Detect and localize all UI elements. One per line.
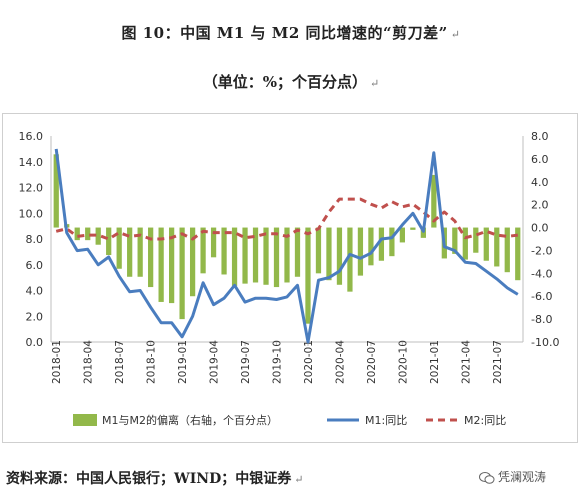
bar-deviation bbox=[273, 227, 280, 288]
y-left-tick-label: 16.0 bbox=[19, 130, 44, 143]
bar-deviation bbox=[116, 227, 122, 269]
bar-deviation bbox=[148, 227, 154, 288]
bar-deviation bbox=[85, 227, 91, 241]
y-right-tick-label: -2.0 bbox=[531, 244, 552, 257]
bar-deviation bbox=[127, 227, 133, 277]
bar-deviation bbox=[515, 227, 521, 281]
bar-deviation bbox=[462, 227, 468, 260]
y-right-tick-label: -4.0 bbox=[531, 267, 552, 280]
bar-deviation bbox=[431, 174, 437, 228]
x-tick-label: 2019-01 bbox=[177, 340, 189, 384]
x-tick-label: 2018-04 bbox=[83, 340, 95, 384]
bar-deviation bbox=[326, 227, 332, 281]
bar-deviation bbox=[200, 227, 206, 274]
y-right-tick-label: -8.0 bbox=[531, 313, 552, 326]
bar-deviation bbox=[106, 227, 112, 256]
y-right-tick-label: 2.0 bbox=[531, 199, 549, 212]
legend-label-bar: M1与M2的偏离（右轴，个百分点） bbox=[102, 413, 278, 427]
bar-deviation bbox=[210, 227, 217, 258]
x-tick-label: 2020-01 bbox=[303, 340, 315, 384]
bar-deviation bbox=[504, 227, 510, 273]
x-tick-label: 2021-07 bbox=[492, 340, 504, 384]
y-left-tick-label: 4.0 bbox=[26, 285, 44, 298]
bar-deviation bbox=[494, 227, 500, 267]
bar-deviation bbox=[179, 227, 185, 320]
return-mark: ↵ bbox=[450, 28, 461, 41]
bar-deviation bbox=[315, 227, 322, 274]
bar-deviation bbox=[378, 227, 385, 261]
bar-deviation bbox=[452, 227, 458, 254]
chart: 0.0 2.0 4.0 6.0 8.0 10.0 12.0 14.0 16.0 -10.0 -8.0… bbox=[19, 130, 560, 427]
wechat-icon bbox=[479, 471, 495, 484]
watermark-text: 凭澜观涛 bbox=[498, 470, 547, 484]
return-mark: ↵ bbox=[294, 473, 304, 486]
bar-deviation bbox=[294, 227, 301, 277]
bar-deviation bbox=[263, 227, 269, 285]
x-tick-label: 2018-07 bbox=[114, 340, 126, 384]
legend-label-m2: M2:同比 bbox=[464, 414, 506, 427]
bar-deviation bbox=[231, 227, 238, 286]
y-left-tick-label: 2.0 bbox=[26, 310, 44, 323]
bar-deviation bbox=[336, 227, 343, 285]
line-m2 bbox=[55, 197, 518, 241]
legend-label-m1: M1:同比 bbox=[365, 414, 407, 427]
x-tick-label: 2020-04 bbox=[334, 340, 346, 384]
bar-deviation bbox=[252, 227, 259, 283]
y-right-tick-label: -6.0 bbox=[531, 290, 552, 303]
y-right-tick-label: 0.0 bbox=[531, 222, 549, 235]
bar-deviation bbox=[347, 227, 353, 292]
bar-deviation bbox=[410, 227, 416, 230]
x-tick-label: 2019-04 bbox=[209, 340, 221, 384]
x-tick-label: 2020-07 bbox=[366, 340, 378, 384]
source-note: 资料来源：中国人民银行；WIND；中银证券 ↵ bbox=[6, 471, 304, 487]
y-left-tick-label: 12.0 bbox=[19, 182, 44, 195]
bar-deviation bbox=[368, 227, 374, 266]
bar-deviation bbox=[74, 227, 80, 241]
y-right-tick-label: -10.0 bbox=[531, 336, 559, 349]
x-tick-label: 2019-10 bbox=[272, 340, 284, 384]
line-m1 bbox=[54, 148, 519, 344]
bar-deviation bbox=[399, 227, 405, 243]
y-left-tick-label: 6.0 bbox=[26, 259, 44, 272]
y-left-tick-label: 14.0 bbox=[19, 156, 44, 169]
legend-swatch-bar bbox=[73, 414, 97, 426]
bar-deviation bbox=[221, 227, 227, 275]
bar-deviation bbox=[483, 227, 489, 261]
figure-title: 图 10：中国 M1 与 M2 同比增速的“剪刀差” ↵ bbox=[121, 24, 461, 42]
x-tick-label: 2019-07 bbox=[240, 340, 252, 384]
watermark: 凭澜观涛 bbox=[479, 468, 546, 485]
figure-subtitle: （单位：%；个百分点） ↵ bbox=[202, 73, 380, 91]
y-right-tick-label: 8.0 bbox=[531, 130, 549, 143]
bar-deviation bbox=[158, 227, 164, 302]
bar-deviation bbox=[305, 227, 311, 324]
x-tick-label: 2021-04 bbox=[460, 340, 472, 384]
y-right-tick-label: 4.0 bbox=[531, 176, 549, 189]
bar-deviation bbox=[357, 227, 364, 276]
bar-deviation bbox=[137, 227, 143, 277]
bar-deviation bbox=[53, 154, 59, 228]
x-tick-label: 2018-01 bbox=[51, 340, 63, 384]
return-mark: ↵ bbox=[370, 77, 380, 90]
x-tick-label: 2020-10 bbox=[397, 340, 409, 384]
x-tick-label: 2021-01 bbox=[429, 340, 441, 384]
y-left-tick-label: 10.0 bbox=[19, 207, 44, 220]
bar-deviation bbox=[284, 227, 290, 283]
x-tick-label: 2018-10 bbox=[146, 340, 158, 384]
bar-deviation bbox=[169, 227, 175, 304]
chart-frame: 0.0 2.0 4.0 6.0 8.0 10.0 12.0 14.0 16.0 -10.0 -8.0… bbox=[2, 113, 578, 443]
y-right-tick-label: 6.0 bbox=[531, 153, 549, 166]
bar-deviation bbox=[189, 227, 196, 297]
y-left-tick-label: 8.0 bbox=[26, 233, 44, 246]
bar-deviation bbox=[242, 227, 248, 284]
bar-deviation bbox=[473, 227, 479, 253]
bar-deviation bbox=[389, 227, 395, 257]
bar-deviation bbox=[95, 227, 101, 245]
y-left-tick-label: 0.0 bbox=[26, 336, 44, 349]
